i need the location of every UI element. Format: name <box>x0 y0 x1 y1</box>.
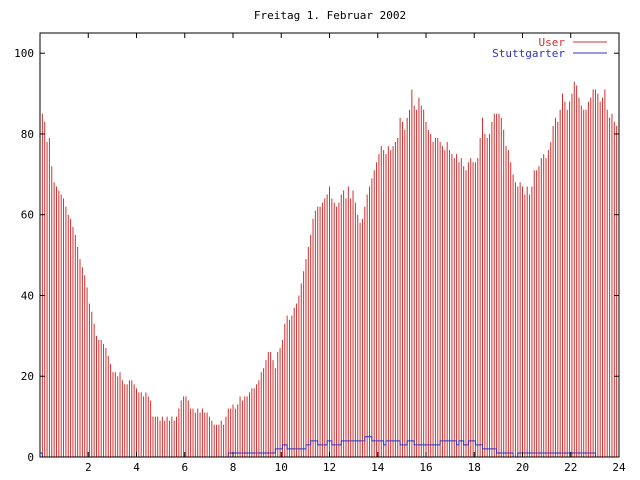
x-tick-label: 24 <box>612 461 626 474</box>
legend-stuttgarter-label: Stuttgarter <box>492 47 565 60</box>
y-tick-label: 0 <box>27 451 34 464</box>
x-tick-label: 4 <box>133 461 140 474</box>
x-axis: 2 4 6 8 10 12 14 16 18 20 22 24 <box>85 33 626 474</box>
user-series-bars <box>39 81 620 457</box>
legend-user-label: User <box>539 36 566 49</box>
y-tick-label: 60 <box>21 209 34 222</box>
x-tick-label: 18 <box>468 461 481 474</box>
x-tick-label: 20 <box>516 461 529 474</box>
chart-title: Freitag 1. Februar 2002 <box>254 9 406 22</box>
y-tick-label: 80 <box>21 128 34 141</box>
x-tick-label: 14 <box>371 461 385 474</box>
x-tick-label: 12 <box>323 461 336 474</box>
y-axis: 0 20 40 60 80 100 <box>14 47 619 464</box>
x-tick-label: 2 <box>85 461 92 474</box>
x-tick-label: 16 <box>419 461 432 474</box>
y-tick-label: 40 <box>21 289 34 302</box>
y-tick-label: 100 <box>14 47 34 60</box>
y-tick-label: 20 <box>21 370 34 383</box>
x-tick-label: 6 <box>181 461 188 474</box>
x-tick-label: 10 <box>275 461 288 474</box>
x-tick-label: 22 <box>564 461 577 474</box>
x-tick-label: 8 <box>230 461 237 474</box>
legend: User Stuttgarter <box>492 36 607 60</box>
